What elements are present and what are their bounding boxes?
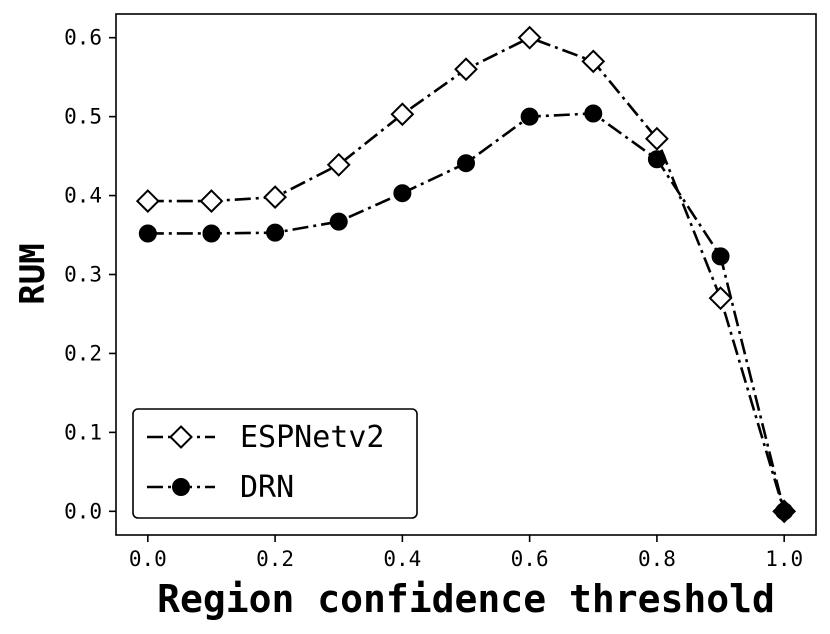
y-axis-title: RUM [13,243,53,304]
axes: 0.0 0.2 0.4 0.6 0.8 1.0 0.0 0.1 0.2 0.3 0.4 0.5 0.6 [64,13,817,571]
y-tick-label: 0.6 [64,26,102,50]
x-tick-label: 1.0 [765,547,803,571]
data-point [135,189,160,214]
data-point [329,212,348,231]
data-point [581,49,606,74]
data-point [390,102,415,127]
data-point [326,152,351,177]
data-point [647,150,666,169]
legend-label: DRN [240,470,294,505]
data-point [199,189,224,214]
legend-marker [172,478,190,496]
x-tick-label: 0.8 [638,547,676,571]
data-point [644,126,669,151]
data-point [138,224,157,243]
data-point [517,25,542,50]
x-tick-label: 0.2 [256,547,294,571]
legend-label: ESPNetv2 [240,420,385,455]
y-tick-label: 0.4 [64,184,102,208]
data-point [263,185,288,210]
legend: ESPNetv2 DRN [132,408,418,519]
data-point [708,286,733,311]
y-tick-label: 0.1 [64,420,102,444]
data-point [520,107,539,126]
data-point [711,247,730,266]
legend-marker [169,425,193,449]
y-tick-label: 0.5 [64,105,102,129]
series-group [135,25,797,524]
data-point [202,224,221,243]
data-point [775,502,794,521]
legend-box [132,408,418,519]
x-tick-label: 0.6 [511,547,549,571]
series-1 [138,104,794,521]
data-point [457,154,475,173]
data-point [454,57,478,82]
x-axis-title: Region confidence threshold [157,577,775,621]
data-point [584,104,603,123]
y-tick-label: 0.2 [64,341,102,365]
y-tick-label: 0.3 [64,263,102,287]
data-point [266,223,285,242]
x-tick-label: 0.0 [129,547,167,571]
x-tick-label: 0.4 [383,547,421,571]
data-point [393,184,412,203]
y-tick-label: 0.0 [64,499,102,523]
